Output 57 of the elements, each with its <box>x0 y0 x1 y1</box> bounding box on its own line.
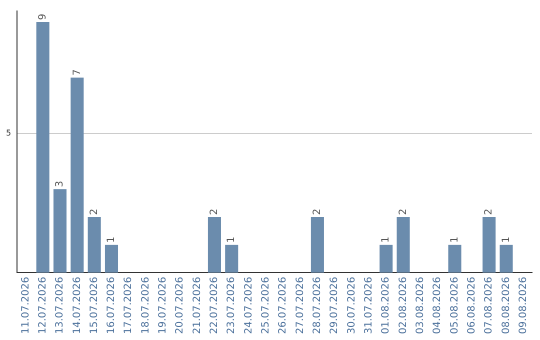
data-label: 2 <box>209 208 220 216</box>
y-tick-label: 5 <box>6 128 12 138</box>
x-tick-label: 04.08.2026 <box>432 276 444 334</box>
data-label: 3 <box>54 180 66 188</box>
x-tick-label: 21.07.2026 <box>192 276 203 334</box>
data-label: 1 <box>500 236 512 243</box>
x-tick-label: 14.07.2026 <box>72 276 83 334</box>
x-tick-label: 18.07.2026 <box>140 276 152 334</box>
x-tick-label: 24.07.2026 <box>243 276 254 334</box>
x-tick-label: 28.07.2026 <box>312 276 324 334</box>
x-tick-label: 05.08.2026 <box>449 276 460 334</box>
data-label: 1 <box>106 236 118 243</box>
bar <box>53 189 67 273</box>
x-tick-label: 07.08.2026 <box>484 276 495 334</box>
x-tick-label: 09.08.2026 <box>518 276 530 334</box>
bar <box>88 217 101 273</box>
x-tick-label: 17.07.2026 <box>123 276 134 334</box>
data-label: 2 <box>312 208 324 216</box>
bar <box>380 244 393 273</box>
x-tick-label: 11.07.2026 <box>20 276 32 334</box>
x-tick-label: 16.07.2026 <box>106 276 118 334</box>
bar <box>104 244 118 273</box>
x-tick-label: 01.08.2026 <box>380 276 392 334</box>
x-tick-label: 29.07.2026 <box>329 276 340 334</box>
data-label: 1 <box>380 236 392 243</box>
data-label: 2 <box>398 208 409 216</box>
x-tick-label: 25.07.2026 <box>260 276 272 334</box>
x-tick-label: 20.07.2026 <box>174 276 186 334</box>
bar <box>396 217 410 273</box>
bar <box>500 244 513 273</box>
data-label: 2 <box>88 208 100 216</box>
x-tick-label: 27.07.2026 <box>294 276 306 334</box>
data-label: 1 <box>449 236 460 243</box>
data-label: 7 <box>72 69 83 76</box>
bar <box>448 244 462 273</box>
x-tick-label: 22.07.2026 <box>209 276 220 334</box>
bar <box>310 217 324 273</box>
data-label: 9 <box>37 14 48 20</box>
x-tick-label: 15.07.2026 <box>88 276 100 334</box>
x-tick-label: 30.07.2026 <box>346 276 358 334</box>
bar <box>208 217 221 273</box>
bar <box>482 217 496 273</box>
data-label: 2 <box>484 208 495 216</box>
data-label: 1 <box>226 236 238 243</box>
x-tick-label: 23.07.2026 <box>226 276 238 334</box>
x-tick-label: 13.07.2026 <box>54 276 66 334</box>
x-tick-label: 08.08.2026 <box>500 276 512 334</box>
bar <box>70 78 84 273</box>
x-tick-label: 02.08.2026 <box>398 276 409 334</box>
bar <box>225 244 238 273</box>
x-tick-label: 12.07.2026 <box>37 276 48 334</box>
x-tick-label: 06.08.2026 <box>466 276 478 334</box>
x-tick-label: 03.08.2026 <box>415 276 426 334</box>
bar <box>36 22 50 273</box>
x-tick-label: 26.07.2026 <box>278 276 289 334</box>
x-tick-label: 19.07.2026 <box>158 276 169 334</box>
x-tick-label: 31.07.2026 <box>364 276 375 334</box>
